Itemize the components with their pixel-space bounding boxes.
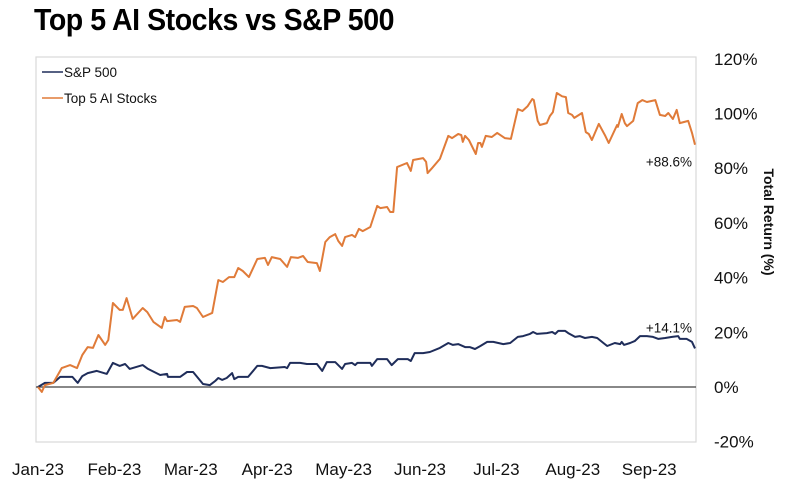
series-line-s-p-500 [37, 329, 696, 388]
y-tick-label: 20% [714, 323, 748, 342]
y-axis-ticks: -20% 0% 20% 40% 60% 80% 100% 120% [714, 50, 757, 452]
y-tick-label: 120% [714, 50, 757, 69]
y-tick-label: 0% [714, 378, 739, 397]
x-axis-ticks: Jan-23 Feb-23 Mar-23 Apr-23 May-23 Jun-23 Jul-… [12, 460, 677, 479]
y-tick-label: 60% [714, 214, 748, 233]
x-tick-label: Jun-23 [394, 460, 446, 479]
x-tick-label: Apr-23 [242, 460, 293, 479]
x-tick-label: Aug-23 [545, 460, 600, 479]
legend-label: S&P 500 [64, 65, 117, 80]
legend: S&P 500 Top 5 AI Stocks [42, 65, 157, 106]
y-tick-label: 80% [714, 159, 748, 178]
x-tick-label: Jan-23 [12, 460, 64, 479]
plot-frame [35, 56, 697, 443]
x-tick-label: May-23 [315, 460, 372, 479]
x-tick-label: Feb-23 [87, 460, 141, 479]
series-line-top-5-ai-stocks [37, 92, 696, 393]
y-tick-label: 40% [714, 269, 748, 288]
x-tick-label: Mar-23 [164, 460, 218, 479]
series-layer [37, 92, 696, 393]
y-tick-label: 100% [714, 105, 757, 124]
end-value-label: +88.6% [646, 155, 692, 170]
legend-label: Top 5 AI Stocks [64, 91, 157, 106]
y-axis-label: Total Return (%) [761, 168, 777, 275]
annotations: +88.6% +14.1% [646, 155, 692, 336]
end-value-label: +14.1% [646, 320, 692, 335]
x-tick-label: Sep-23 [622, 460, 677, 479]
x-tick-label: Jul-23 [473, 460, 519, 479]
y-tick-label: -20% [714, 433, 754, 452]
chart-title: Top 5 AI Stocks vs S&P 500 [34, 2, 395, 37]
